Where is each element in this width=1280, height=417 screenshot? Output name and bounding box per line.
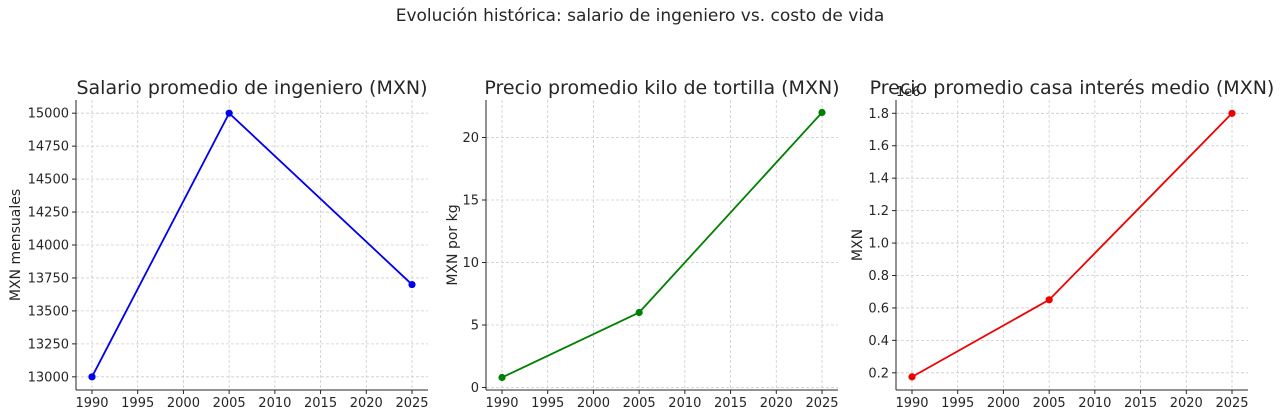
y-tick-label: 13750 <box>28 271 69 286</box>
x-tick-label: 2000 <box>987 396 1020 411</box>
x-tick-label: 2000 <box>167 396 200 411</box>
y-tick-label: 14250 <box>28 206 69 221</box>
x-tick-label: 1995 <box>531 396 564 411</box>
x-tick-label: 2005 <box>213 396 246 411</box>
y-tick-label: 14000 <box>28 239 69 254</box>
data-point <box>408 280 416 289</box>
x-tick-label: 2025 <box>1215 396 1248 411</box>
y-tick-label: 0 <box>471 381 479 396</box>
y-tick-label: 1.6 <box>868 139 889 154</box>
panel-title: Precio promedio casa interés medio (MXN) <box>870 77 1275 99</box>
y-tick-label: 0.2 <box>868 366 889 381</box>
x-tick-label: 2020 <box>760 396 793 411</box>
y-axis-label: MXN <box>850 229 866 261</box>
y-tick-label: 1.2 <box>868 204 889 219</box>
y-tick-label: 13500 <box>28 304 69 319</box>
series-line <box>501 111 823 379</box>
panel-house: 1990 1995 2000 2005 2010 2015 2020 2025 0.2 0.4 0.… <box>850 77 1274 411</box>
data-point <box>88 373 96 381</box>
x-tick-label: 2010 <box>668 396 701 411</box>
data-point <box>1045 296 1053 304</box>
data-point <box>908 373 916 381</box>
x-tick-label: 2005 <box>623 396 656 411</box>
x-tick-label: 2020 <box>1170 396 1203 411</box>
panel-tortilla: 1990 1995 2000 2005 2010 2015 2020 2025 0 5 10 15 20… <box>445 77 840 411</box>
y-offset-label: 1e6 <box>896 85 921 100</box>
y-tick-label: 1.8 <box>868 107 889 122</box>
x-tick-label: 2015 <box>1124 396 1157 411</box>
x-tick-label: 1990 <box>895 396 928 411</box>
data-point <box>635 308 643 317</box>
x-tick-label: 2025 <box>395 396 428 411</box>
y-tick-label: 14500 <box>28 173 69 188</box>
x-tick-label: 1995 <box>121 396 154 411</box>
series-line <box>911 112 1233 378</box>
data-point <box>818 108 826 117</box>
y-tick-label: 0.4 <box>868 334 889 349</box>
x-tick-label: 2015 <box>714 396 747 411</box>
y-tick-label: 1.4 <box>868 172 889 187</box>
x-tick-label: 1990 <box>75 396 108 411</box>
y-tick-label: 0.6 <box>868 301 889 316</box>
y-tick-label: 15000 <box>28 107 69 122</box>
panel-title: Precio promedio kilo de tortilla (MXN) <box>484 77 839 99</box>
data-point <box>1228 109 1236 117</box>
x-tick-label: 2020 <box>350 396 383 411</box>
y-tick-label: 0.8 <box>868 269 889 284</box>
data-point <box>225 109 233 117</box>
x-tick-label: 1990 <box>485 396 518 411</box>
x-tick-label: 1995 <box>941 396 974 411</box>
figure-title: Evolución histórica: salario de ingenier… <box>395 6 885 26</box>
y-tick-label: 10 <box>462 256 479 271</box>
y-tick-label: 5 <box>471 319 479 334</box>
y-tick-label: 1.0 <box>868 237 889 252</box>
y-tick-label: 13250 <box>28 337 69 352</box>
panel-title: Salario promedio de ingeniero (MXN) <box>76 77 427 99</box>
x-tick-label: 2010 <box>258 396 291 411</box>
y-axis-label: MXN por kg <box>445 204 461 285</box>
panel-salary: 1990 1995 2000 2005 2010 2015 2020 2025 13000 132… <box>8 77 429 411</box>
y-tick-label: 14750 <box>28 140 69 155</box>
x-tick-label: 2010 <box>1078 396 1111 411</box>
y-tick-label: 15 <box>462 194 479 209</box>
x-tick-label: 2000 <box>577 396 610 411</box>
x-tick-label: 2005 <box>1033 396 1066 411</box>
x-tick-label: 2025 <box>805 396 838 411</box>
x-tick-label: 2015 <box>304 396 337 411</box>
y-tick-label: 20 <box>462 131 479 146</box>
data-point <box>498 373 506 382</box>
y-axis-label: MXN mensuales <box>8 189 24 301</box>
y-tick-label: 13000 <box>28 370 69 385</box>
